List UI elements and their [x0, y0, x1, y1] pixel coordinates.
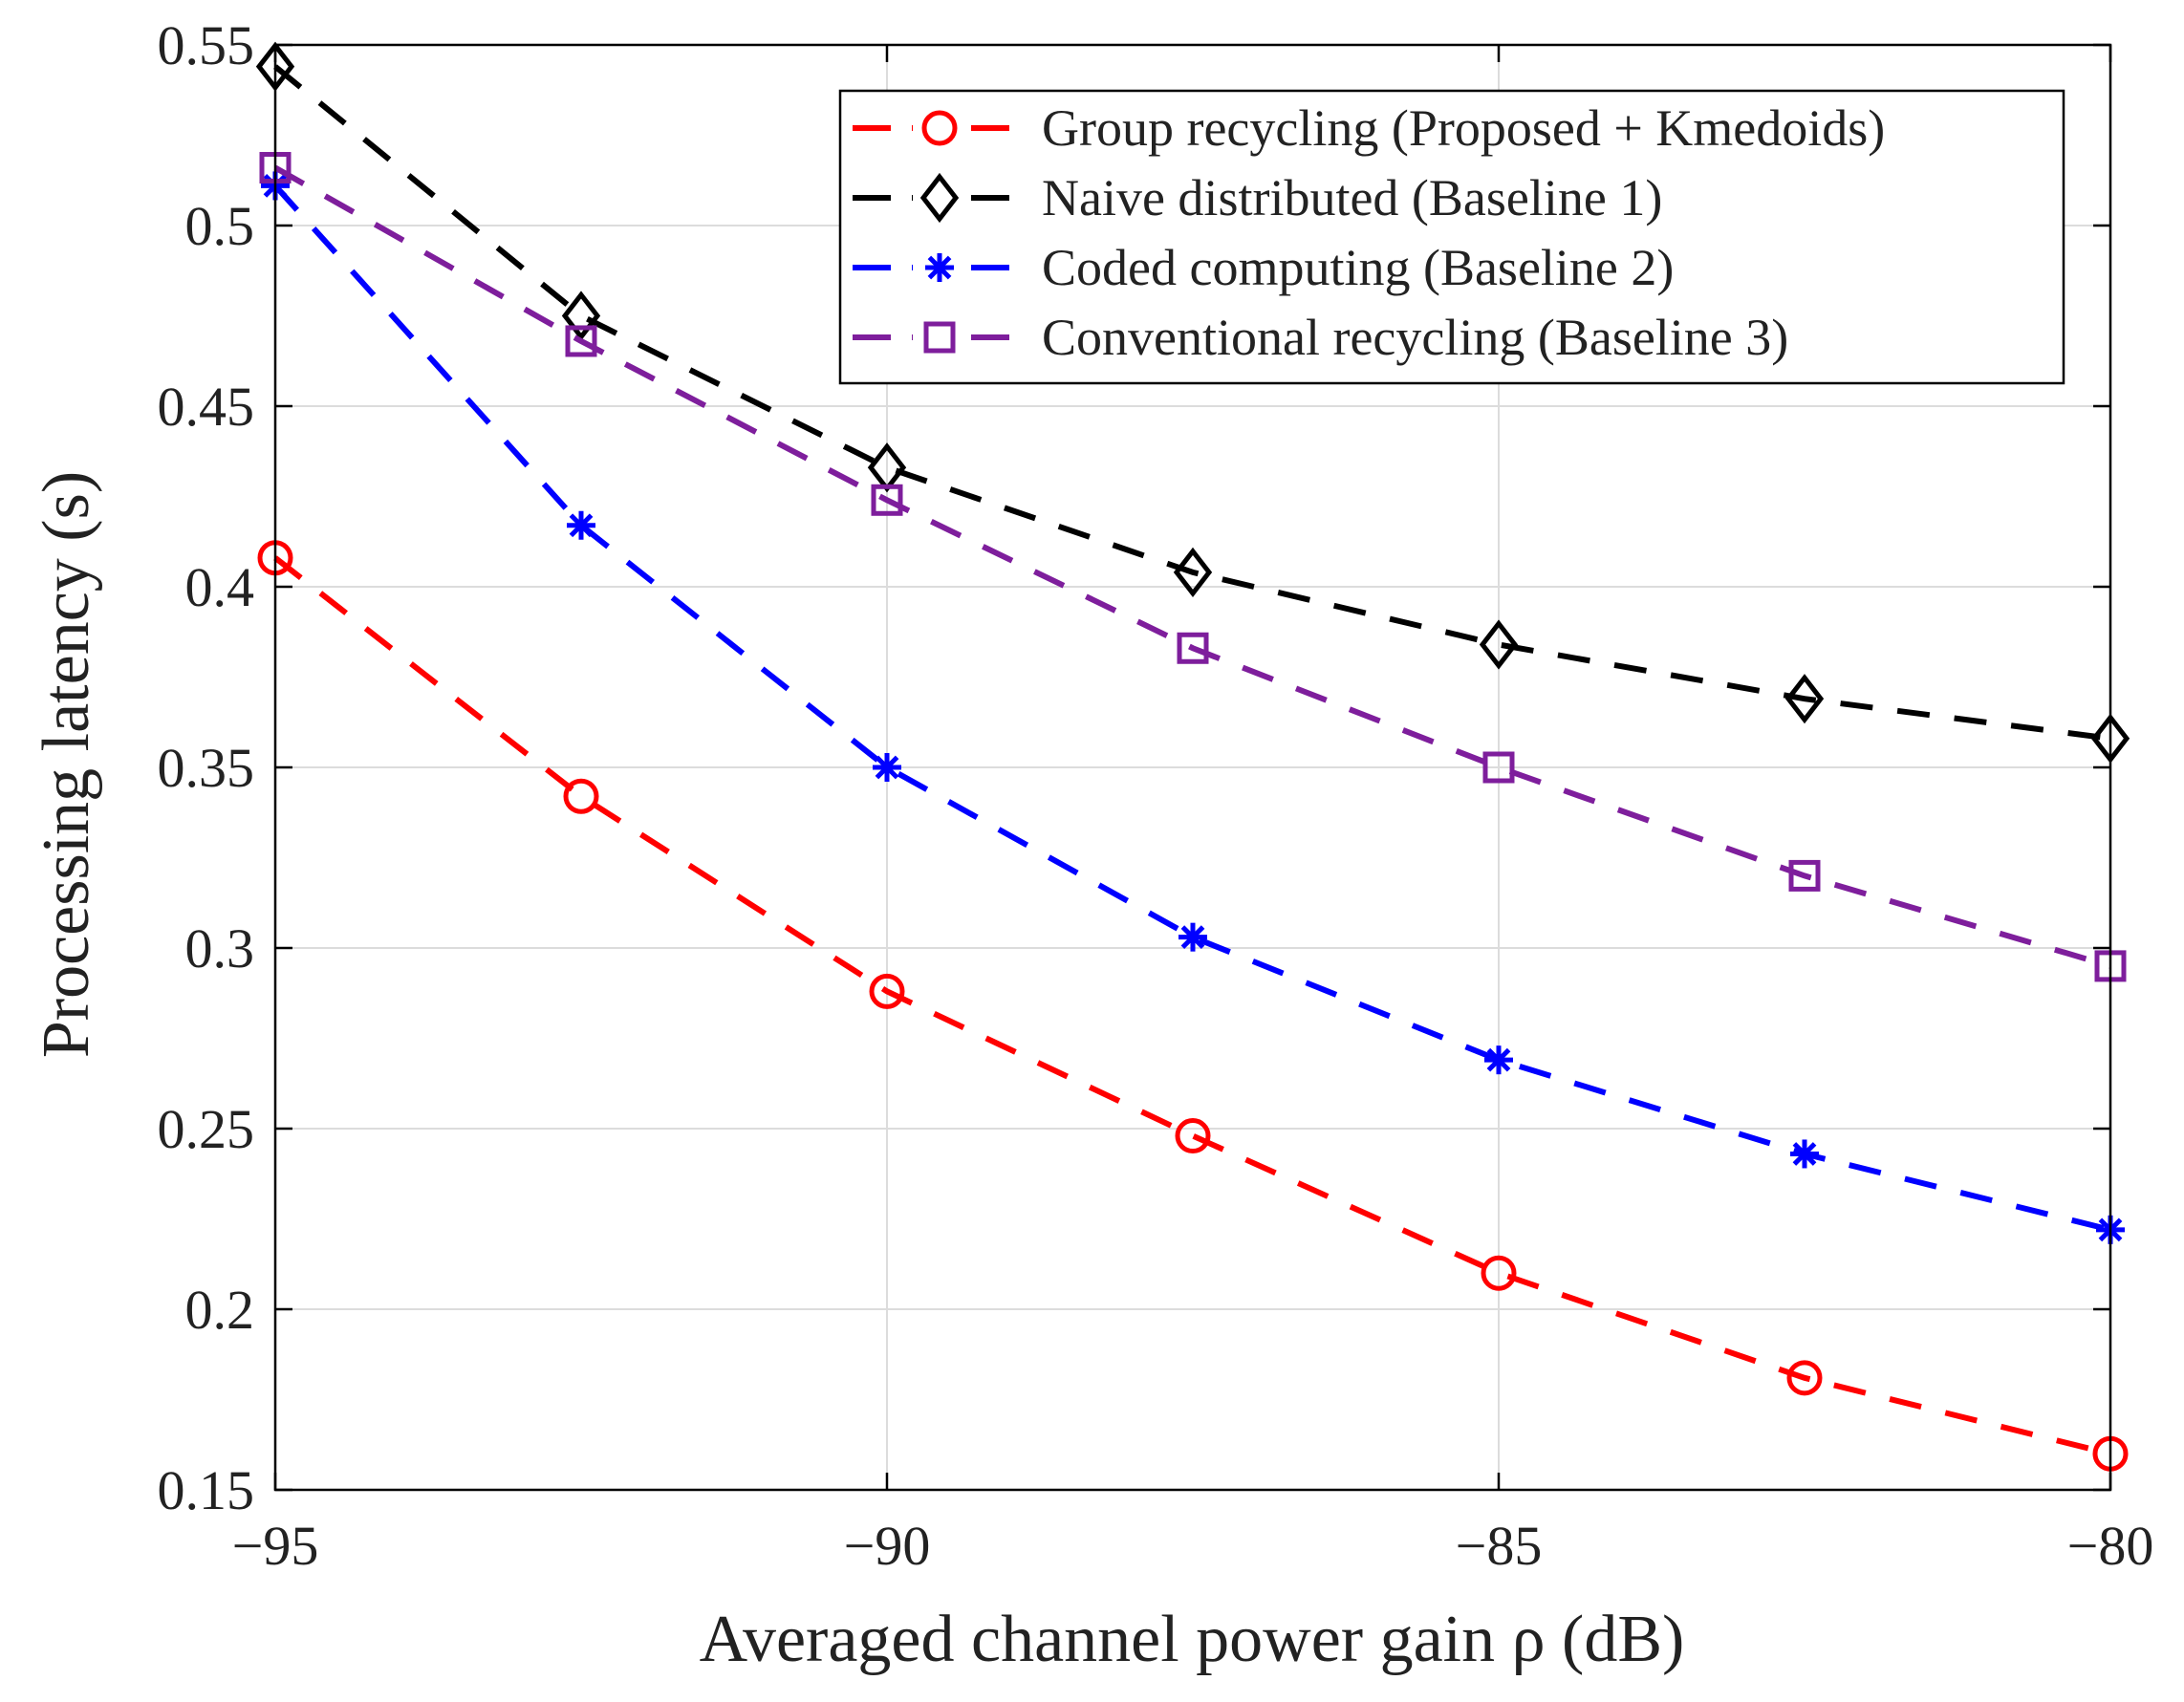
y-tick-label: 0.15 [158, 1459, 255, 1521]
circle-marker [869, 973, 905, 1009]
y-tick-label: 0.4 [185, 556, 255, 618]
legend-label: Coded computing (Baseline 2) [1042, 239, 1674, 296]
square-marker [1177, 632, 1209, 664]
legend-label: Conventional recycling (Baseline 3) [1042, 309, 1788, 366]
diamond-marker [561, 291, 601, 341]
legend-gap [913, 109, 966, 147]
y-tick-label: 0.3 [185, 917, 255, 980]
circle-marker [1786, 1360, 1823, 1396]
y-tick-label: 0.35 [158, 737, 255, 799]
legend-entry: Conventional recycling (Baseline 3) [853, 309, 1788, 366]
y-axis-label: Processing latency (s) [30, 471, 103, 1058]
asterisk-marker [1484, 1045, 1513, 1075]
asterisk-stroke [875, 755, 899, 780]
y-tick-label: 0.45 [158, 376, 255, 438]
asterisk-stroke [1180, 925, 1205, 950]
legend-entry: Naive distributed (Baseline 1) [853, 169, 1662, 226]
asterisk-marker [1790, 1139, 1819, 1169]
asterisk-stroke [927, 255, 952, 280]
y-tick-label: 0.5 [185, 195, 255, 257]
diamond-marker [1784, 674, 1825, 724]
legend-entry: Group recycling (Proposed + Kmedoids) [853, 99, 1885, 157]
legend: Group recycling (Proposed + Kmedoids) Nai… [838, 89, 2065, 385]
legend-entry: Coded computing (Baseline 2) [853, 239, 1674, 296]
circle-marker [1481, 1255, 1517, 1291]
ticks: −95 −90 −85 −80 0.15 0.2 0.25 0.3 0.35 0.4 0.45 0.5… [158, 14, 2154, 1577]
y-tick-label: 0.55 [158, 14, 255, 76]
circle-marker [1175, 1118, 1211, 1154]
x-tick-label: −85 [1456, 1515, 1543, 1577]
legend-label: Naive distributed (Baseline 1) [1042, 169, 1662, 226]
legend-label: Group recycling (Proposed + Kmedoids) [1042, 99, 1885, 157]
x-tick-label: −80 [2067, 1515, 2154, 1577]
diamond-marker [1173, 547, 1213, 597]
asterisk-stroke [569, 513, 594, 538]
series-group [255, 41, 2130, 1472]
asterisk-marker [873, 753, 901, 782]
square-marker [1788, 859, 1821, 892]
series-line [273, 555, 2111, 1457]
x-tick-label: −90 [844, 1515, 931, 1577]
square-marker [1482, 751, 1515, 784]
legend-box [838, 89, 2065, 385]
series-diamond [255, 41, 2130, 764]
square-marker [565, 325, 597, 357]
series-circle [257, 540, 2129, 1472]
square-marker [871, 484, 903, 516]
asterisk-marker [925, 253, 954, 282]
series-line [273, 164, 2111, 969]
diamond-marker [919, 172, 960, 224]
square-marker [923, 321, 956, 354]
asterisk-marker [567, 510, 595, 540]
series-line [273, 64, 2111, 742]
x-axis-label: Averaged channel power gain ρ (dB) [700, 1603, 1685, 1676]
y-tick-label: 0.2 [185, 1279, 255, 1341]
y-tick-label: 0.25 [158, 1098, 255, 1160]
asterisk-marker [1178, 922, 1207, 952]
circle-marker [921, 110, 958, 146]
x-tick-label: −95 [232, 1515, 319, 1577]
circle-marker [563, 778, 599, 814]
asterisk-stroke [1792, 1142, 1817, 1166]
asterisk-stroke [1486, 1047, 1511, 1072]
diamond-marker [1479, 619, 1519, 670]
